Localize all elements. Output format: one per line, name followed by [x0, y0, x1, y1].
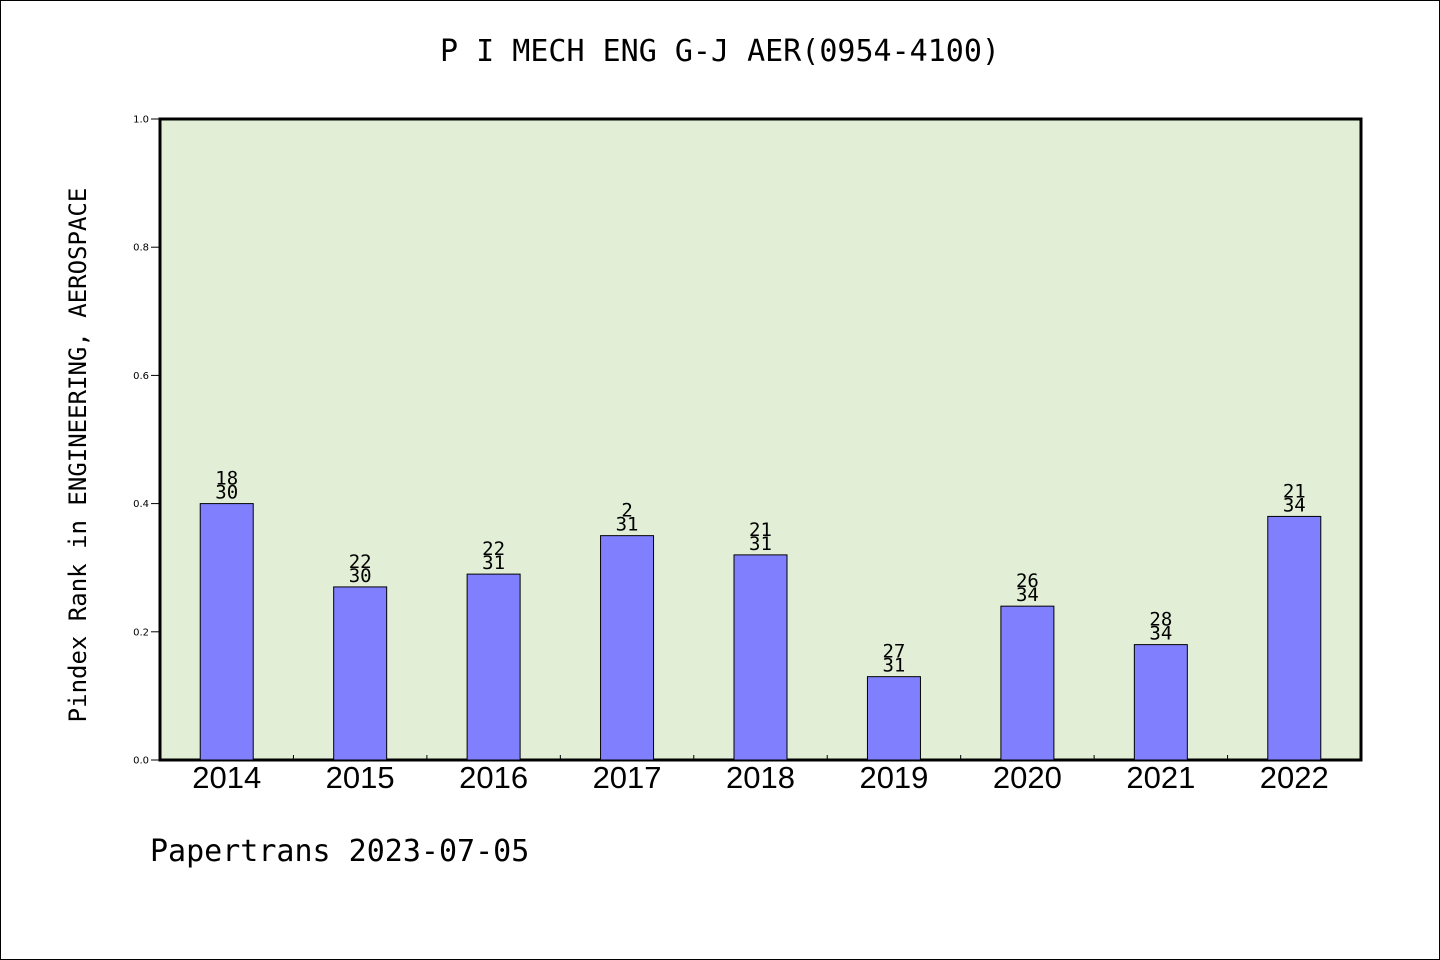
bar-rank-label: 26: [1016, 570, 1039, 592]
x-tick-label: 2022: [1260, 760, 1329, 795]
bar-rank-label: 21: [1283, 480, 1306, 502]
x-tick-label: 2017: [593, 760, 662, 795]
bar-2018: [733, 554, 788, 761]
bar-2021: [1133, 644, 1188, 761]
x-tick-label: 2016: [459, 760, 528, 795]
bar-2017: [600, 535, 655, 761]
bar-rank-label: 21: [749, 519, 772, 541]
x-tick-label: 2019: [859, 760, 928, 795]
bar-2014: [199, 503, 254, 761]
y-tick-label: 0.8: [133, 243, 149, 254]
bar-rank-label: 18: [215, 468, 238, 490]
y-tick-label: 0.6: [133, 371, 149, 382]
bar-total-label: 34: [1016, 584, 1039, 606]
y-axis-ticks: 0.0 0.2 0.4 0.6 0.8 1.0: [133, 115, 1229, 767]
bar-2019: [866, 676, 921, 761]
bar-2022: [1267, 515, 1322, 761]
bar-2020: [1000, 605, 1055, 761]
bar-total-label: 31: [882, 655, 905, 677]
footer-note: Papertrans 2023-07-05: [150, 834, 530, 869]
y-tick-label: 0.4: [133, 499, 149, 510]
bar-total-label: 34: [1149, 623, 1172, 645]
bar-rank-label: 2: [621, 500, 632, 522]
chart-title: P I MECH ENG G-J AER(0954-4100): [440, 34, 1000, 69]
bar-rank-label: 22: [482, 538, 505, 560]
bar-2016: [466, 573, 521, 761]
x-axis-tick-labels: 2014 2015 2016 2017 2018 2019 2020 2021 2022: [192, 760, 1329, 795]
x-tick-label: 2018: [726, 760, 795, 795]
y-tick-label: 1.0: [133, 115, 149, 126]
bar-rank-label: 22: [349, 551, 372, 573]
bar-total-label: 31: [616, 514, 639, 536]
bar-2015: [333, 586, 388, 761]
y-tick-label: 0.2: [133, 627, 149, 638]
x-tick-label: 2014: [192, 760, 261, 795]
bar-total-label: 34: [1283, 494, 1306, 516]
bar-rank-label: 28: [1149, 609, 1172, 631]
x-tick-label: 2015: [326, 760, 395, 795]
y-axis-label: Pindex Rank in ENGINEERING, AEROSPACE: [64, 187, 92, 723]
y-tick-label: 0.0: [133, 756, 149, 767]
bars: [199, 503, 1322, 761]
bar-total-label: 31: [749, 533, 772, 555]
bar-rank-label: 27: [882, 641, 905, 663]
bar-total-label: 30: [349, 565, 372, 587]
bar-total-label: 31: [482, 552, 505, 574]
x-tick-label: 2020: [993, 760, 1062, 795]
bar-total-label: 30: [215, 482, 238, 504]
x-tick-label: 2021: [1126, 760, 1195, 795]
